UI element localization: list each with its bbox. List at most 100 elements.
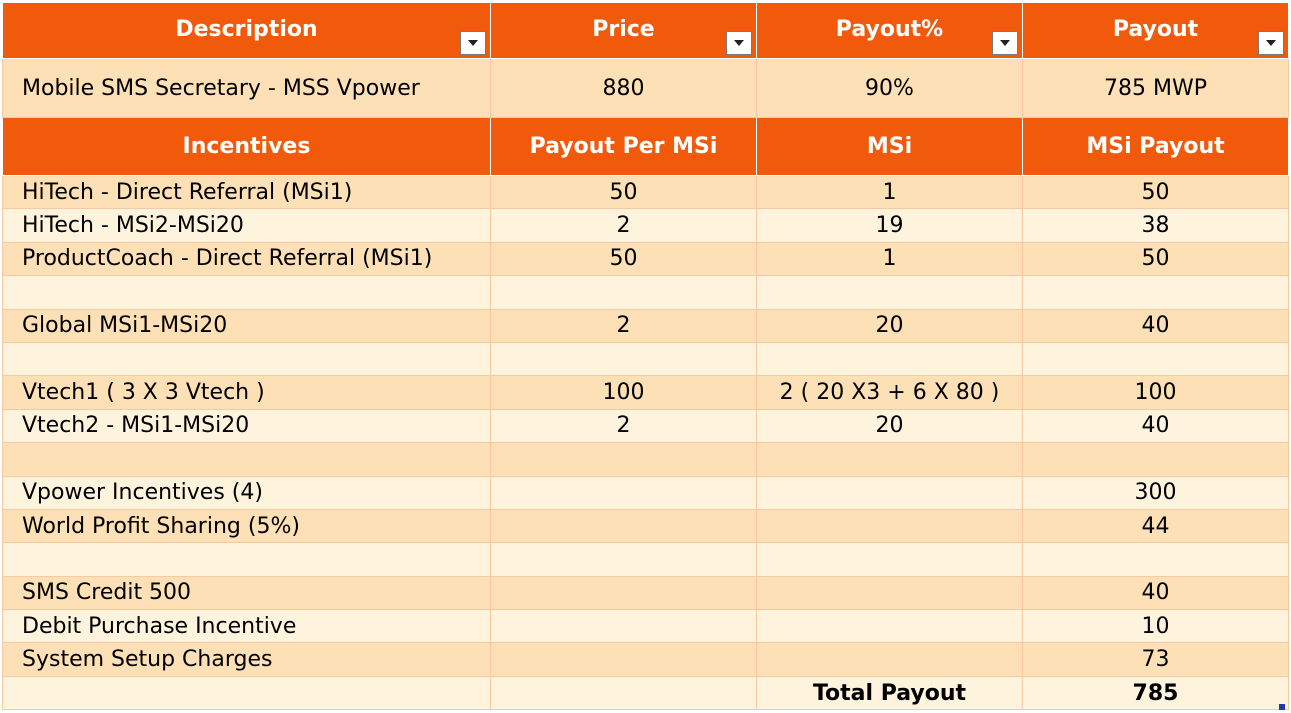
header-description: Description [2, 2, 491, 59]
payout-per-msi[interactable] [490, 275, 757, 310]
incentive-label[interactable]: HiTech - Direct Referral (MSi1) [2, 174, 491, 210]
payout-per-msi[interactable] [490, 508, 757, 544]
msi-count[interactable] [756, 609, 1023, 644]
table-row [2, 341, 1289, 377]
table-row: Global MSi1-MSi20 2 20 40 [2, 308, 1289, 343]
payout-per-msi[interactable]: 100 [490, 375, 757, 410]
header-msi-payout[interactable]: MSi Payout [1022, 117, 1289, 176]
total-empty-cell[interactable] [2, 675, 491, 711]
msi-count[interactable] [756, 341, 1023, 377]
filter-dropdown-icon[interactable] [1258, 31, 1284, 55]
table-row: SMS Credit 500 40 [2, 575, 1289, 611]
table-row: Vpower Incentives (4) 300 [2, 475, 1289, 510]
table-row: Debit Purchase Incentive 10 [2, 609, 1289, 644]
payout-per-msi[interactable]: 50 [490, 174, 757, 210]
msi-payout[interactable] [1022, 442, 1289, 477]
msi-count[interactable] [756, 508, 1023, 544]
incentive-label[interactable]: SMS Credit 500 [2, 575, 491, 611]
payout-per-msi[interactable] [490, 341, 757, 377]
incentive-label[interactable]: Vtech2 - MSi1-MSi20 [2, 408, 491, 444]
payout-per-msi[interactable] [490, 542, 757, 577]
incentive-label[interactable]: Global MSi1-MSi20 [2, 308, 491, 343]
incentive-label[interactable]: ProductCoach - Direct Referral (MSi1) [2, 241, 491, 277]
resize-handle-icon[interactable] [1279, 704, 1285, 710]
incentive-label[interactable] [2, 542, 491, 577]
table-row: HiTech - MSi2-MSi20 2 19 38 [2, 208, 1289, 243]
msi-count[interactable] [756, 442, 1023, 477]
msi-payout[interactable]: 73 [1022, 642, 1289, 677]
msi-count[interactable] [756, 475, 1023, 510]
filter-dropdown-icon[interactable] [726, 31, 752, 55]
total-empty-cell[interactable] [490, 675, 757, 711]
table-row [2, 442, 1289, 477]
payout-per-msi[interactable]: 2 [490, 308, 757, 343]
msi-payout[interactable]: 40 [1022, 575, 1289, 611]
msi-count[interactable]: 20 [756, 408, 1023, 444]
payout-per-msi[interactable] [490, 475, 757, 510]
table-row: ProductCoach - Direct Referral (MSi1) 50… [2, 241, 1289, 277]
table-row [2, 275, 1289, 310]
msi-payout[interactable]: 40 [1022, 408, 1289, 444]
msi-count[interactable] [756, 642, 1023, 677]
incentive-label[interactable]: System Setup Charges [2, 642, 491, 677]
msi-payout[interactable] [1022, 275, 1289, 310]
total-payout-value[interactable]: 785 [1022, 675, 1289, 711]
filter-dropdown-icon[interactable] [992, 31, 1018, 55]
msi-count[interactable]: 20 [756, 308, 1023, 343]
payout-per-msi[interactable] [490, 609, 757, 644]
header-incentives[interactable]: Incentives [2, 117, 491, 176]
incentive-label[interactable] [2, 442, 491, 477]
payout-per-msi[interactable] [490, 442, 757, 477]
incentive-label[interactable]: Vpower Incentives (4) [2, 475, 491, 510]
msi-payout[interactable]: 50 [1022, 241, 1289, 277]
product-description[interactable]: Mobile SMS Secretary - MSS Vpower [2, 58, 491, 118]
header-payout-per-msi[interactable]: Payout Per MSi [490, 117, 757, 176]
payout-per-msi[interactable]: 2 [490, 408, 757, 444]
product-price[interactable]: 880 [490, 58, 757, 118]
product-payout[interactable]: 785 MWP [1022, 58, 1289, 118]
header-payout-pct: Payout% [756, 2, 1023, 59]
incentive-label[interactable]: HiTech - MSi2-MSi20 [2, 208, 491, 243]
msi-payout[interactable]: 300 [1022, 475, 1289, 510]
payout-per-msi[interactable] [490, 642, 757, 677]
incentive-label[interactable]: Debit Purchase Incentive [2, 609, 491, 644]
payout-per-msi[interactable] [490, 575, 757, 611]
header-payout: Payout [1022, 2, 1289, 59]
table-row: System Setup Charges 73 [2, 642, 1289, 677]
msi-payout[interactable]: 50 [1022, 174, 1289, 210]
header-description-label: Description [175, 17, 318, 42]
msi-count[interactable] [756, 542, 1023, 577]
msi-payout[interactable] [1022, 341, 1289, 377]
msi-count[interactable]: 19 [756, 208, 1023, 243]
product-row: Mobile SMS Secretary - MSS Vpower 880 90… [2, 58, 1289, 118]
msi-payout[interactable]: 100 [1022, 375, 1289, 410]
table-row: HiTech - Direct Referral (MSi1) 50 1 50 [2, 174, 1289, 210]
product-payout-pct[interactable]: 90% [756, 58, 1023, 118]
table-row: Vtech1 ( 3 X 3 Vtech ) 100 2 ( 20 X3 + 6… [2, 375, 1289, 410]
msi-payout[interactable]: 44 [1022, 508, 1289, 544]
header-msi[interactable]: MSi [756, 117, 1023, 176]
filter-dropdown-icon[interactable] [460, 31, 486, 55]
payout-per-msi[interactable]: 2 [490, 208, 757, 243]
incentive-label[interactable] [2, 275, 491, 310]
payout-per-msi[interactable]: 50 [490, 241, 757, 277]
msi-count[interactable]: 1 [756, 241, 1023, 277]
msi-payout[interactable]: 38 [1022, 208, 1289, 243]
msi-count[interactable]: 1 [756, 174, 1023, 210]
incentive-label[interactable]: Vtech1 ( 3 X 3 Vtech ) [2, 375, 491, 410]
msi-payout[interactable]: 10 [1022, 609, 1289, 644]
msi-payout[interactable] [1022, 542, 1289, 577]
incentive-label[interactable]: World Profit Sharing (5%) [2, 508, 491, 544]
total-row: Total Payout 785 [2, 675, 1289, 711]
table-row [2, 542, 1289, 577]
msi-count[interactable] [756, 275, 1023, 310]
msi-payout[interactable]: 40 [1022, 308, 1289, 343]
header-payout-pct-label: Payout% [835, 17, 944, 42]
msi-count[interactable] [756, 575, 1023, 611]
table-row: Vtech2 - MSi1-MSi20 2 20 40 [2, 408, 1289, 444]
total-payout-label[interactable]: Total Payout [756, 675, 1023, 711]
msi-count[interactable]: 2 ( 20 X3 + 6 X 80 ) [756, 375, 1023, 410]
incentive-label[interactable] [2, 341, 491, 377]
